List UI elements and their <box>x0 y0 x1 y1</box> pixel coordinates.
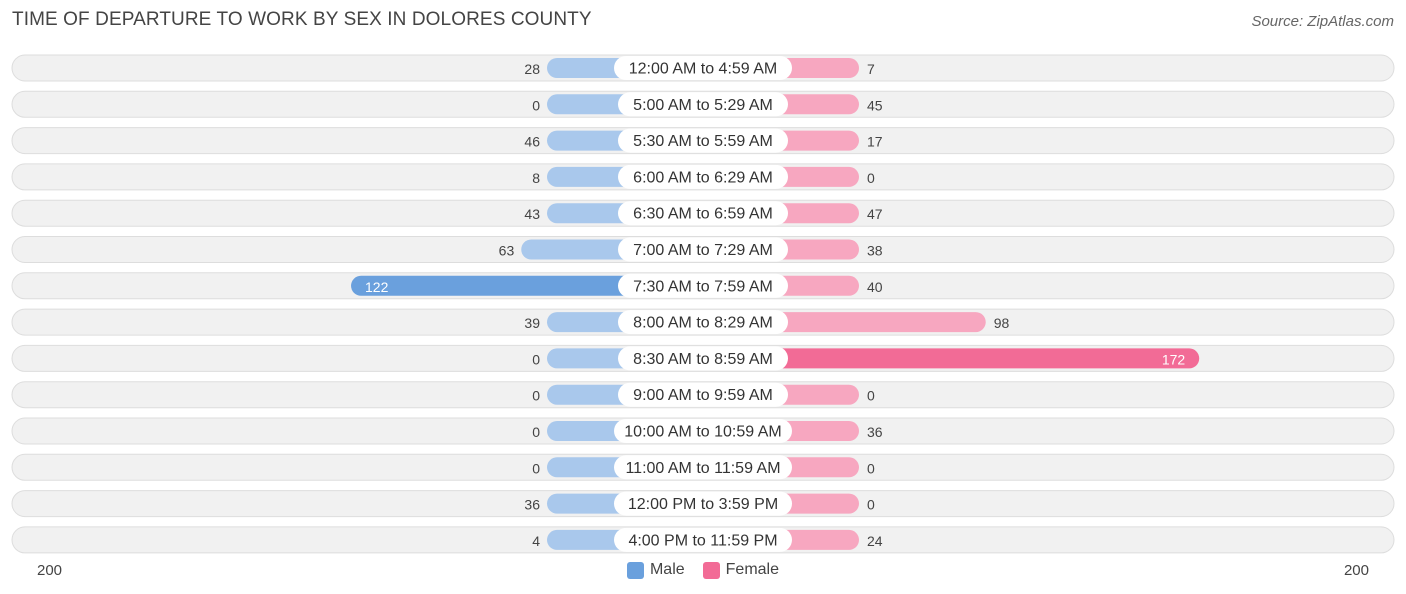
value-label-male: 0 <box>532 460 540 476</box>
axis-left-max-label: 200 <box>37 562 63 579</box>
value-label-male: 0 <box>532 424 540 440</box>
category-pill <box>618 310 788 335</box>
category-pill <box>618 92 788 117</box>
legend-swatch-female <box>702 561 720 579</box>
category-pill <box>618 164 788 189</box>
value-label-female: 40 <box>867 279 883 295</box>
category-pill <box>614 455 792 480</box>
value-label-female: 0 <box>867 497 875 513</box>
value-label-male: 8 <box>532 170 540 186</box>
value-label-female: 38 <box>867 243 883 259</box>
value-label-female: 0 <box>867 460 875 476</box>
value-label-male: 122 <box>365 279 389 295</box>
legend-swatch-male <box>626 561 644 579</box>
value-label-male: 0 <box>532 97 540 113</box>
value-label-female: 47 <box>867 206 883 222</box>
bar-female <box>703 348 1200 369</box>
category-label: 6:00 AM to 6:29 AM <box>633 169 773 186</box>
value-label-male: 36 <box>524 497 540 513</box>
category-pill <box>614 419 792 443</box>
value-label-male: 43 <box>524 206 540 222</box>
source-label: Source: ZipAtlas.com <box>1251 13 1394 30</box>
legend-item-female: Female <box>702 561 780 579</box>
value-label-female: 172 <box>1162 351 1186 367</box>
value-label-male: 0 <box>532 388 540 404</box>
category-pill <box>618 382 788 407</box>
value-label-female: 98 <box>994 315 1010 331</box>
category-label: 11:00 AM to 11:59 AM <box>625 460 780 477</box>
category-label: 7:30 AM to 7:59 AM <box>633 278 773 295</box>
value-label-female: 36 <box>867 424 883 440</box>
value-label-male: 4 <box>532 533 540 549</box>
value-label-female: 7 <box>867 61 875 77</box>
value-label-female: 0 <box>867 170 875 186</box>
category-pill <box>614 491 792 516</box>
legend-label-male: Male <box>649 561 685 578</box>
category-label: 4:00 PM to 11:59 PM <box>628 532 777 549</box>
category-label: 7:00 AM to 7:29 AM <box>633 242 773 259</box>
value-label-male: 0 <box>532 351 540 367</box>
category-pill <box>618 128 788 153</box>
bar-male <box>351 275 703 296</box>
value-label-male: 46 <box>524 134 540 150</box>
legend: Male Female <box>0 561 1406 579</box>
axis-right-max-label: 200 <box>1343 562 1369 579</box>
category-pill <box>618 273 788 298</box>
legend-label-female: Female <box>725 561 780 578</box>
value-label-male: 63 <box>499 243 515 259</box>
legend-item-male: Male <box>626 561 685 579</box>
category-label: 10:00 AM to 10:59 AM <box>624 424 781 441</box>
chart-title: TIME OF DEPARTURE TO WORK BY SEX IN DOLO… <box>12 9 592 30</box>
category-label: 5:00 AM to 5:29 AM <box>633 97 773 114</box>
category-pill <box>614 527 792 552</box>
category-pill <box>618 201 788 226</box>
value-label-male: 39 <box>524 315 540 331</box>
category-label: 6:30 AM to 6:59 AM <box>633 206 773 223</box>
category-pill <box>614 56 792 80</box>
value-label-male: 28 <box>524 61 540 77</box>
category-label: 9:00 AM to 9:59 AM <box>633 387 773 404</box>
category-label: 5:30 AM to 5:59 AM <box>633 133 773 150</box>
value-label-female: 0 <box>867 388 875 404</box>
value-label-female: 17 <box>867 134 883 150</box>
value-label-female: 24 <box>867 533 883 549</box>
value-label-female: 45 <box>867 97 883 113</box>
category-pill <box>618 346 788 371</box>
category-label: 12:00 AM to 4:59 AM <box>629 61 778 78</box>
category-label: 8:00 AM to 8:29 AM <box>633 315 773 332</box>
category-pill <box>618 237 788 262</box>
category-label: 12:00 PM to 3:59 PM <box>628 496 778 513</box>
category-label: 8:30 AM to 8:59 AM <box>633 351 773 368</box>
